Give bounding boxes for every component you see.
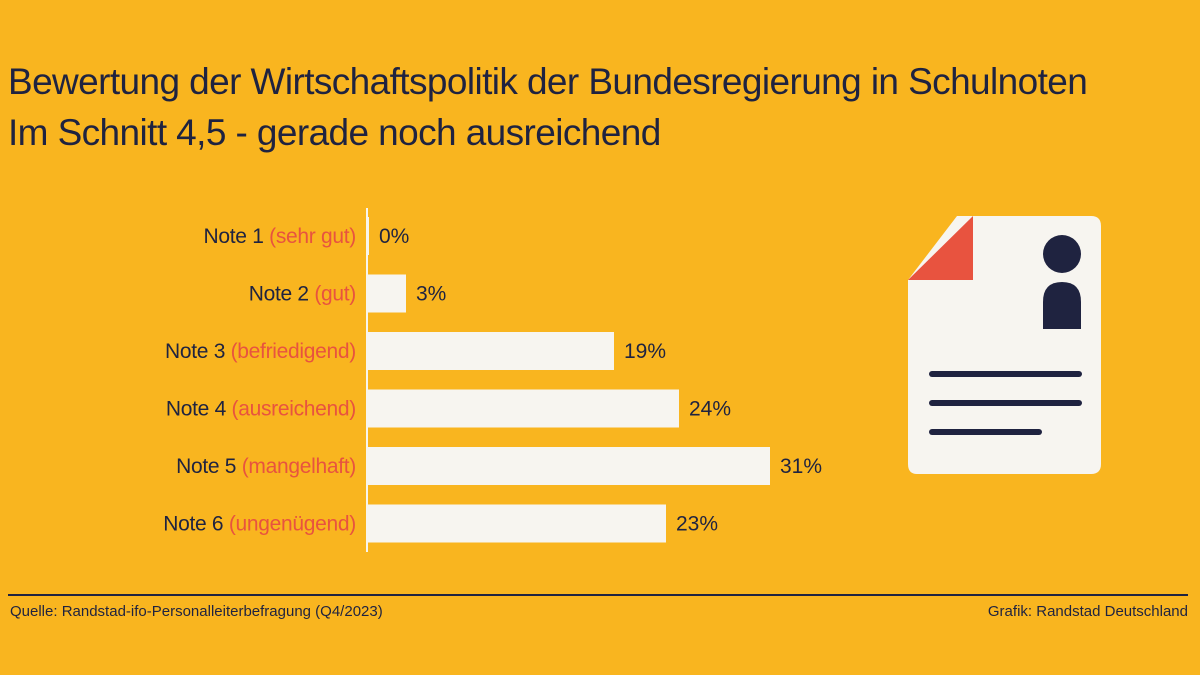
category-description: (gut) (314, 283, 356, 306)
category-label: Note 6 (ungenügend) (163, 513, 356, 536)
value-label: 23% (676, 513, 718, 536)
value-label: 31% (780, 455, 822, 478)
category-grade: Note 4 (166, 398, 232, 421)
category-label: Note 2 (gut) (249, 283, 356, 306)
document-corner-fold (908, 216, 973, 280)
category-grade: Note 3 (165, 340, 231, 363)
profile-body (1043, 282, 1081, 329)
bar-note-4 (367, 389, 679, 428)
category-description: (befriedigend) (231, 340, 356, 363)
bar-note-5 (367, 447, 770, 485)
chart-title: Bewertung der Wirtschaftspolitik der Bun… (8, 56, 1198, 158)
title-line-2: Im Schnitt 4,5 - gerade noch ausreichend (8, 112, 661, 153)
category-label: Note 5 (mangelhaft) (176, 455, 356, 478)
bar-note-3 (367, 332, 614, 370)
category-grade: Note 2 (249, 283, 315, 306)
bar-note-1 (367, 217, 369, 255)
category-grade: Note 6 (163, 513, 229, 536)
category-description: (sehr gut) (269, 225, 356, 248)
value-label: 19% (624, 340, 666, 363)
category-description: (ausreichend) (232, 398, 357, 421)
profile-head (1043, 235, 1081, 273)
category-description: (mangelhaft) (242, 455, 356, 478)
value-label: 3% (416, 283, 446, 306)
value-label: 24% (689, 398, 731, 421)
document-profile-icon (905, 212, 1105, 483)
category-grade: Note 1 (204, 225, 270, 248)
bar-note-6 (367, 504, 666, 543)
category-label: Note 1 (sehr gut) (204, 225, 356, 248)
category-label: Note 4 (ausreichend) (166, 398, 356, 421)
bar-chart: Note 1 (sehr gut) 0% Note 2 (gut) 3% Note 3 … (163, 208, 822, 552)
footer-divider (8, 594, 1188, 596)
category-grade: Note 5 (176, 455, 242, 478)
document-paper (908, 216, 1101, 474)
credit-note: Grafik: Randstad Deutschland (987, 603, 1188, 620)
bar-note-2 (367, 274, 406, 313)
category-label: Note 3 (befriedigend) (165, 340, 356, 363)
title-line-1: Bewertung der Wirtschaftspolitik der Bun… (8, 61, 1088, 102)
source-note: Quelle: Randstad-ifo-Personalleiterbefra… (10, 603, 383, 620)
category-description: (ungenügend) (229, 513, 356, 536)
value-label: 0% (379, 225, 409, 248)
